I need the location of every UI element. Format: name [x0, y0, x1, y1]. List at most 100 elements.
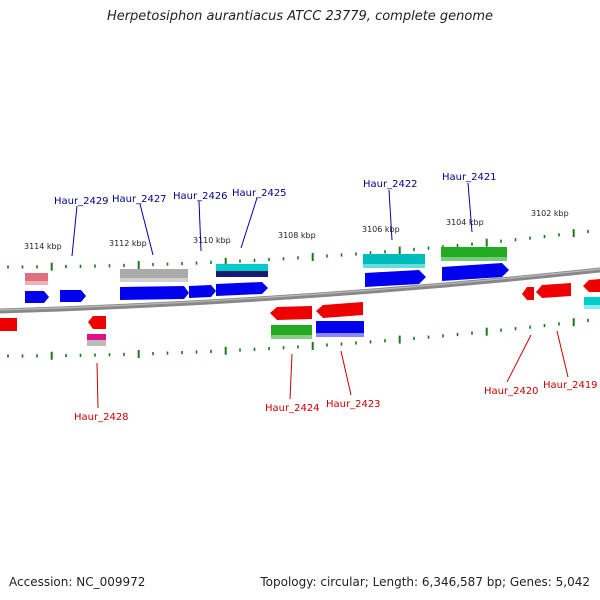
- ruler-minor-tick: [94, 264, 96, 268]
- ruler-minor-tick: [195, 261, 198, 265]
- ruler-major-tick: [398, 246, 401, 255]
- ruler-major-tick: [311, 252, 314, 261]
- gene-feature[interactable]: [441, 247, 507, 257]
- gene-arrow[interactable]: [536, 283, 571, 298]
- gene-label-haur-2419[interactable]: Haur_2419: [543, 380, 598, 391]
- ruler-minor-tick: [558, 322, 560, 326]
- ruler-minor-tick: [326, 254, 328, 258]
- gene-arrow[interactable]: [270, 306, 312, 320]
- gene-label-haur-2426[interactable]: Haur_2426: [173, 191, 228, 202]
- ruler-label: 3108 kbp: [278, 231, 316, 240]
- ruler-minor-tick: [79, 353, 82, 357]
- ruler-minor-tick: [108, 353, 111, 357]
- topology-label: Topology: circular; Length: 6,346,587 bp…: [260, 575, 590, 589]
- gene-feature[interactable]: [316, 321, 364, 333]
- ruler-minor-tick: [210, 260, 212, 265]
- gene-feature[interactable]: [216, 264, 268, 271]
- gene-arrow[interactable]: [216, 282, 268, 296]
- ruler-minor-tick: [456, 332, 459, 337]
- ruler-minor-tick: [558, 233, 560, 237]
- ruler-minor-tick: [587, 318, 589, 323]
- ruler-label: 3110 kbp: [193, 236, 231, 245]
- ruler-minor-tick: [195, 350, 198, 354]
- ruler-minor-tick: [239, 259, 241, 263]
- ruler-minor-tick: [369, 340, 372, 344]
- gene-feature[interactable]: [25, 273, 48, 281]
- ruler-minor-tick: [427, 335, 430, 339]
- ruler-major-tick: [137, 350, 140, 359]
- ruler-major-tick: [485, 327, 488, 336]
- ruler-minor-tick: [268, 257, 270, 262]
- ruler-minor-tick: [7, 354, 9, 358]
- gene-label-haur-2425[interactable]: Haur_2425: [232, 188, 287, 199]
- gene-arrow[interactable]: [442, 263, 509, 281]
- ruler-minor-tick: [500, 239, 502, 243]
- ruler-minor-tick: [166, 262, 169, 266]
- gene-arrow[interactable]: [583, 279, 600, 292]
- gene-label-haur-2427[interactable]: Haur_2427: [112, 194, 167, 205]
- ruler-major-tick: [224, 257, 227, 266]
- ruler-minor-tick: [587, 229, 589, 234]
- gene-feature[interactable]: [120, 269, 188, 278]
- ruler-minor-tick: [514, 238, 517, 242]
- gene-arrow[interactable]: [0, 318, 17, 331]
- ruler-label: 3102 kbp: [531, 209, 569, 218]
- ruler-minor-tick: [543, 323, 546, 328]
- ruler-minor-tick: [340, 342, 343, 346]
- ruler-minor-tick: [21, 354, 24, 358]
- gene-arrow[interactable]: [120, 286, 189, 300]
- ruler-minor-tick: [36, 265, 38, 269]
- ruler-minor-tick: [65, 264, 67, 269]
- ruler-major-tick: [50, 351, 53, 360]
- ruler-minor-tick: [529, 325, 531, 329]
- gene-label-haur-2421[interactable]: Haur_2421: [442, 172, 497, 183]
- gene-arrow[interactable]: [522, 287, 534, 300]
- ruler-minor-tick: [413, 336, 415, 340]
- gene-label-haur-2423[interactable]: Haur_2423: [326, 399, 381, 410]
- gene-arrow[interactable]: [88, 316, 106, 329]
- ruler-minor-tick: [152, 351, 154, 356]
- ruler-minor-tick: [181, 350, 183, 355]
- ruler-label: 3112 kbp: [109, 239, 147, 248]
- ruler-minor-tick: [442, 245, 444, 249]
- gene-arrow[interactable]: [25, 291, 49, 303]
- page-title: Herpetosiphon aurantiacus ATCC 23779, co…: [106, 9, 494, 24]
- ruler-minor-tick: [108, 264, 111, 268]
- gene-feature[interactable]: [87, 334, 106, 340]
- ruler-minor-tick: [123, 263, 125, 268]
- ruler-minor-tick: [326, 343, 328, 347]
- ruler-major-tick: [137, 261, 140, 270]
- ruler-minor-tick: [253, 258, 256, 262]
- gene-label-haur-2424[interactable]: Haur_2424: [265, 403, 320, 414]
- ruler-minor-tick: [355, 341, 357, 345]
- ruler-minor-tick: [268, 346, 270, 351]
- ruler-minor-tick: [514, 327, 517, 331]
- gene-label-haur-2420[interactable]: Haur_2420: [484, 386, 539, 397]
- gene-feature[interactable]: [584, 297, 600, 305]
- ruler-label: 3106 kbp: [362, 225, 400, 234]
- gene-label-haur-2422[interactable]: Haur_2422: [363, 179, 418, 190]
- ruler-label: 3114 kbp: [24, 242, 62, 251]
- ruler-minor-tick: [355, 252, 357, 256]
- ruler-minor-tick: [21, 265, 24, 269]
- ruler-minor-tick: [282, 257, 285, 261]
- reverse-strand-genes: [0, 279, 600, 346]
- ruler-minor-tick: [471, 242, 473, 246]
- ruler-minor-tick: [94, 353, 96, 357]
- gene-feature[interactable]: [363, 254, 425, 264]
- ruler-ticks-top: [7, 229, 589, 271]
- ruler-minor-tick: [36, 354, 38, 358]
- ruler-minor-tick: [7, 265, 9, 269]
- ruler-label: 3104 kbp: [446, 218, 484, 227]
- ruler-minor-tick: [297, 345, 299, 349]
- gene-label-haur-2428[interactable]: Haur_2428: [74, 412, 129, 423]
- gene-feature[interactable]: [271, 325, 312, 335]
- gene-arrow[interactable]: [189, 285, 216, 298]
- ruler-minor-tick: [340, 253, 343, 257]
- gene-label-haur-2429[interactable]: Haur_2429: [54, 196, 109, 207]
- ruler-minor-tick: [442, 334, 444, 338]
- ruler-minor-tick: [529, 236, 531, 240]
- gene-arrow[interactable]: [60, 290, 86, 302]
- gene-arrow[interactable]: [365, 270, 426, 287]
- gene-arrow[interactable]: [316, 302, 363, 318]
